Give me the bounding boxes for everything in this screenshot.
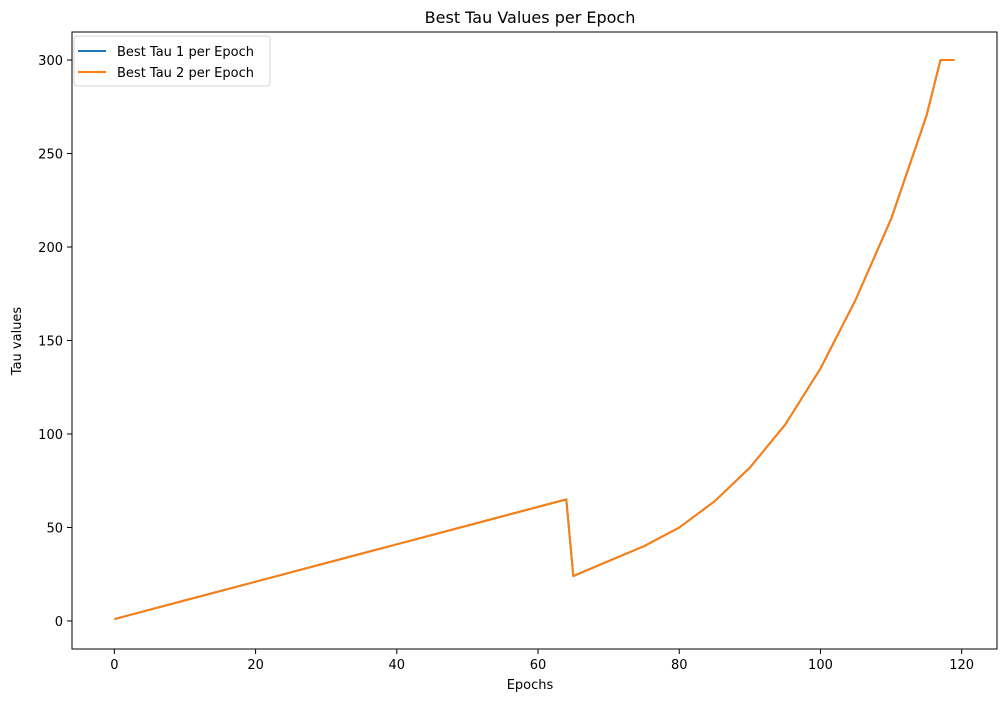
x-tick-label: 60 bbox=[530, 658, 547, 673]
series-line-tau-2 bbox=[114, 59, 955, 621]
legend-label-tau-1: Best Tau 1 per Epoch bbox=[117, 45, 254, 60]
x-tick-label: 120 bbox=[949, 658, 974, 673]
series-layer bbox=[114, 59, 955, 621]
y-tick-label: 100 bbox=[38, 428, 63, 443]
y-axis-ticks: 0 50 100 150 200 250 300 bbox=[38, 54, 72, 630]
legend-box bbox=[73, 35, 271, 87]
x-tick-label: 0 bbox=[110, 658, 118, 673]
plot-frame bbox=[71, 31, 998, 650]
y-tick-label: 200 bbox=[38, 241, 63, 256]
legend-label-tau-2: Best Tau 2 per Epoch bbox=[117, 66, 254, 81]
y-tick-label: 300 bbox=[38, 54, 63, 69]
series-line-tau-1 bbox=[114, 59, 955, 621]
y-tick-label: 0 bbox=[55, 615, 63, 630]
y-axis-label: Tau values bbox=[10, 307, 25, 377]
x-tick-label: 20 bbox=[247, 658, 264, 673]
x-tick-label: 100 bbox=[808, 658, 833, 673]
x-tick-label: 40 bbox=[389, 658, 406, 673]
y-tick-label: 150 bbox=[38, 335, 63, 350]
legend: Best Tau 1 per Epoch Best Tau 2 per Epoc… bbox=[73, 35, 271, 87]
x-axis-label: Epochs bbox=[507, 678, 554, 693]
x-axis-ticks: 0 20 40 60 80 100 120 bbox=[110, 649, 974, 673]
x-tick-label: 80 bbox=[671, 658, 688, 673]
y-tick-label: 250 bbox=[38, 148, 63, 163]
y-tick-label: 50 bbox=[46, 521, 63, 536]
chart-title: Best Tau Values per Epoch bbox=[425, 8, 636, 27]
